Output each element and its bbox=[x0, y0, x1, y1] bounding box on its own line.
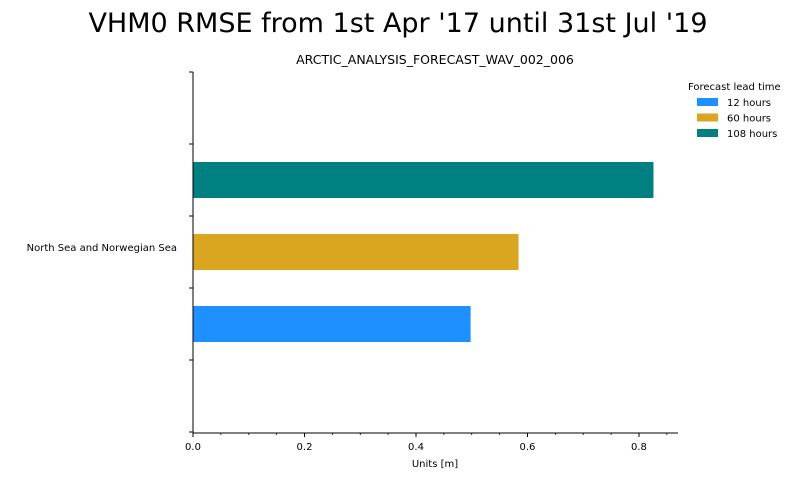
x-tick-label-2: 0.4 bbox=[408, 442, 424, 453]
legend-swatch-108-hours bbox=[697, 129, 718, 137]
chart-subtitle: ARCTIC_ANALYSIS_FORECAST_WAV_002_006 bbox=[296, 52, 574, 67]
x-tick-label-0: 0.0 bbox=[185, 442, 201, 453]
legend-swatch-60-hours bbox=[697, 113, 718, 122]
x-axis-label: Units [m] bbox=[412, 459, 458, 470]
category-label: North Sea and Norwegian Sea bbox=[27, 243, 177, 254]
legend-label-108-hours: 108 hours bbox=[727, 129, 777, 140]
chart-title: VHM0 RMSE from 1st Apr '17 until 31st Ju… bbox=[88, 8, 707, 39]
legend-label-60-hours: 60 hours bbox=[727, 114, 771, 125]
legend-label-12-hours: 12 hours bbox=[727, 98, 771, 109]
x-tick-label-1: 0.2 bbox=[297, 442, 313, 453]
bar-108-hours bbox=[193, 162, 654, 198]
x-tick-label-4: 0.8 bbox=[631, 442, 647, 453]
bar-60-hours bbox=[193, 234, 519, 270]
legend-title: Forecast lead time bbox=[688, 82, 781, 93]
legend: Forecast lead time 12 hours 60 hours 108 h… bbox=[688, 82, 781, 140]
bar-12-hours bbox=[193, 306, 471, 342]
plot-area: 0.0 0.2 0.4 0.6 0.8 bbox=[185, 71, 678, 453]
x-tick-label-3: 0.6 bbox=[520, 442, 536, 453]
legend-swatch-12-hours bbox=[697, 98, 718, 106]
